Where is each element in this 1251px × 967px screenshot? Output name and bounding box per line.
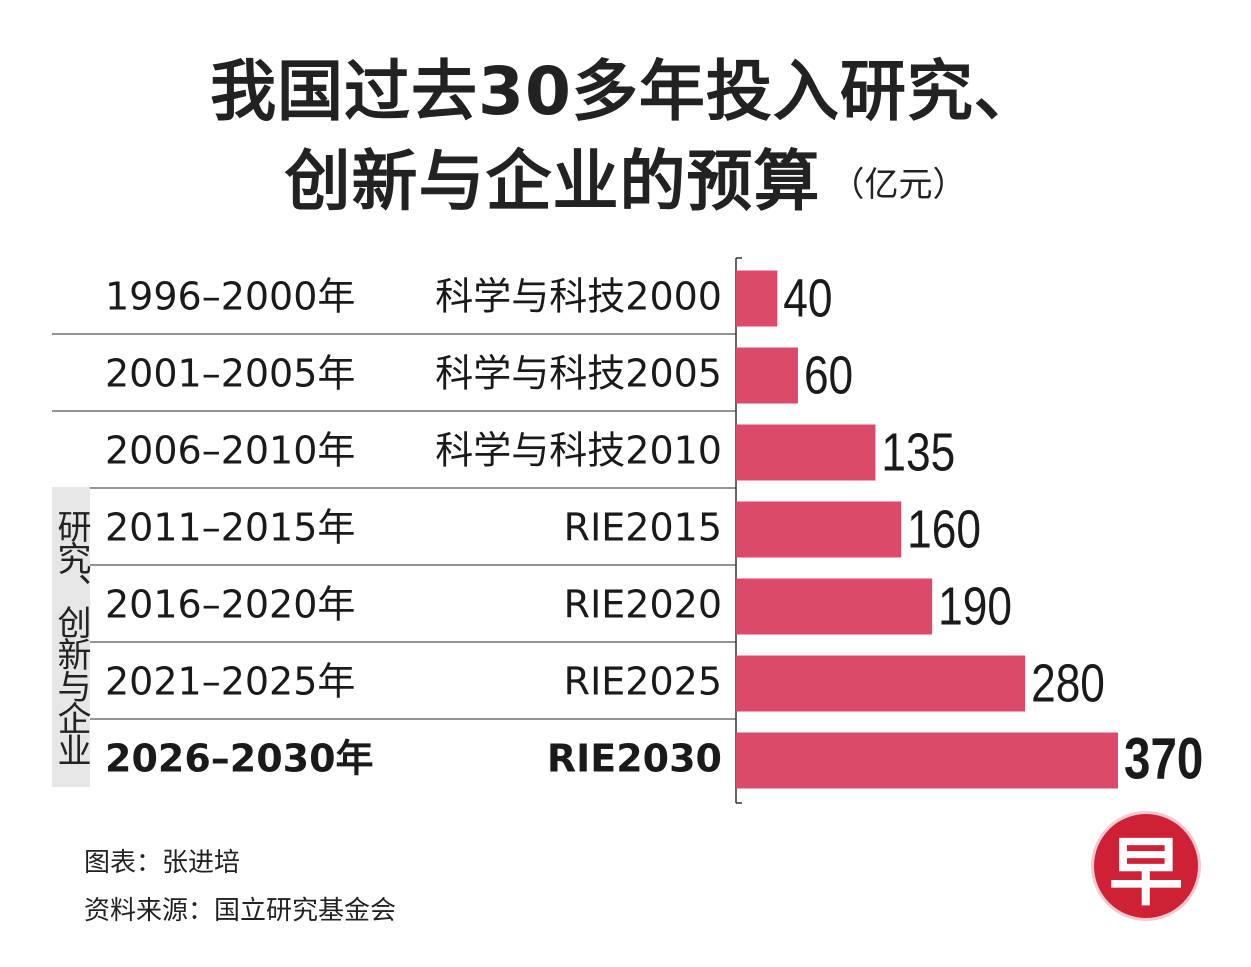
period-label: 2001–2005年 <box>105 352 355 396</box>
period-label: 2011–2015年 <box>105 506 355 550</box>
bar <box>736 578 933 635</box>
source-credit: 资料来源：国立研究基金会 <box>84 896 397 926</box>
value-label: 280 <box>1031 653 1105 713</box>
chart-credit: 图表：张进培 <box>84 848 241 878</box>
period-label: 2021–2025年 <box>105 660 355 704</box>
zaobao-logo: 早 <box>1094 814 1198 918</box>
bar <box>736 655 1026 712</box>
chart-title-line1: 我国过去30多年投入研究、 <box>210 53 1041 130</box>
bar <box>736 732 1118 789</box>
programme-label: RIE2020 <box>564 583 722 627</box>
value-label: 135 <box>881 422 955 482</box>
programme-label: 科学与科技2010 <box>435 429 722 473</box>
programme-label: RIE2015 <box>564 506 722 550</box>
bar <box>736 270 778 327</box>
bar <box>736 501 902 558</box>
programme-label: 科学与科技2000 <box>435 275 722 319</box>
bar <box>736 347 798 404</box>
value-label: 160 <box>907 499 981 559</box>
value-label: 370 <box>1124 727 1203 792</box>
unit-label: （亿元） <box>830 165 967 205</box>
period-label: 2016–2020年 <box>105 583 355 627</box>
bar <box>736 424 876 481</box>
side-category-label: 研究、创新与企业 <box>51 487 91 787</box>
period-label: 2026–2030年 <box>105 737 374 781</box>
chart-title-line2-text: 创新与企业的预算 <box>284 143 821 220</box>
chart-title-line2: 创新与企业的预算 （亿元） <box>0 142 1251 225</box>
period-label: 2006–2010年 <box>105 429 355 473</box>
value-label: 60 <box>804 345 853 405</box>
period-label: 1996–2000年 <box>105 275 355 319</box>
value-label: 40 <box>783 268 832 328</box>
programme-label: RIE2030 <box>547 737 722 781</box>
value-label: 190 <box>938 576 1012 636</box>
programme-label: RIE2025 <box>564 660 722 704</box>
programme-label: 科学与科技2005 <box>435 352 722 396</box>
